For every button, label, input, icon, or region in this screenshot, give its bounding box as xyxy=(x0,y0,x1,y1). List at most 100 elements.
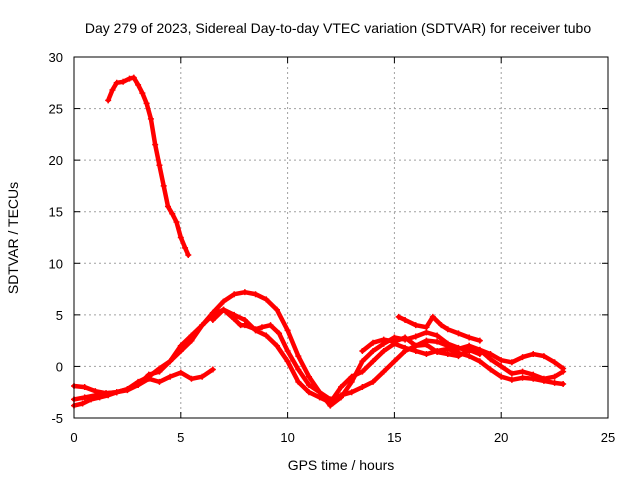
data-point xyxy=(188,375,195,382)
data-point xyxy=(152,141,159,148)
data-point xyxy=(338,384,344,391)
data-point xyxy=(466,334,473,341)
data-point xyxy=(530,351,537,358)
data-point xyxy=(391,338,398,345)
data-point xyxy=(338,392,344,399)
data-point xyxy=(220,298,227,305)
y-tick-label: 30 xyxy=(49,50,63,65)
data-point xyxy=(167,358,174,365)
data-point xyxy=(466,346,473,353)
data-point xyxy=(177,234,184,241)
data-point xyxy=(412,322,419,329)
data-point xyxy=(241,289,248,296)
data-point xyxy=(455,345,462,352)
data-point xyxy=(173,219,180,226)
data-point xyxy=(359,347,366,354)
data-point xyxy=(530,371,537,378)
data-point xyxy=(103,390,110,397)
data-point xyxy=(455,330,462,337)
data-point xyxy=(316,394,323,401)
data-point xyxy=(508,370,515,377)
data-point xyxy=(135,381,142,388)
data-point xyxy=(412,333,419,340)
data-point xyxy=(267,322,274,329)
data-point xyxy=(455,353,462,360)
data-point xyxy=(263,296,270,303)
data-point xyxy=(143,100,150,107)
data-point xyxy=(305,373,312,380)
data-point xyxy=(348,373,355,380)
data-point xyxy=(231,315,238,322)
data-point xyxy=(487,351,494,358)
chart-title: Day 279 of 2023, Sidereal Day-to-day VTE… xyxy=(85,20,592,36)
data-point xyxy=(188,337,195,344)
data-point xyxy=(487,356,494,363)
data-point xyxy=(423,351,430,358)
data-point xyxy=(231,291,238,298)
data-point xyxy=(560,368,567,375)
series-line-trace-6 xyxy=(396,314,483,343)
plot-frame xyxy=(73,56,609,419)
data-point xyxy=(423,324,430,331)
data-point xyxy=(498,357,505,364)
data-point xyxy=(519,374,526,381)
data-point xyxy=(476,337,483,344)
data-point xyxy=(359,384,366,391)
y-tick-label: 0 xyxy=(56,359,63,374)
data-point xyxy=(241,317,248,324)
x-tick-label: 0 xyxy=(70,430,77,445)
data-point xyxy=(81,394,88,401)
data-point xyxy=(113,389,120,396)
data-point xyxy=(295,353,302,360)
data-point xyxy=(273,306,280,313)
data-point xyxy=(273,342,280,349)
data-point xyxy=(560,380,567,387)
y-axis-label: SDTVAR / TECUs xyxy=(5,182,21,294)
data-point xyxy=(276,330,283,337)
data-point xyxy=(105,97,112,104)
data-point xyxy=(177,369,184,376)
data-point xyxy=(252,291,259,298)
data-point xyxy=(519,368,526,375)
data-point xyxy=(139,90,146,97)
data-point xyxy=(380,336,387,343)
data-point xyxy=(466,353,473,360)
data-point xyxy=(160,182,167,189)
data-point xyxy=(241,322,248,329)
data-point xyxy=(167,373,174,380)
data-point xyxy=(348,389,355,396)
data-point xyxy=(295,366,302,373)
data-point xyxy=(92,392,99,399)
data-point xyxy=(508,359,515,366)
data-point xyxy=(109,87,116,94)
y-tick-label: 5 xyxy=(56,308,63,323)
data-point xyxy=(434,338,441,345)
data-point xyxy=(147,115,154,122)
x-tick-label: 5 xyxy=(177,430,184,445)
data-point xyxy=(370,339,377,346)
data-point xyxy=(130,74,137,81)
data-point xyxy=(348,378,355,385)
data-point xyxy=(551,379,558,386)
x-tick-label: 15 xyxy=(387,430,401,445)
data-point xyxy=(135,81,142,88)
data-point xyxy=(164,203,171,210)
data-point xyxy=(444,342,451,349)
data-point xyxy=(156,368,163,375)
data-point xyxy=(498,363,505,370)
data-point xyxy=(429,313,436,320)
data-point xyxy=(508,376,515,383)
y-tick-label: -5 xyxy=(51,411,63,426)
y-tick-label: 25 xyxy=(49,102,63,117)
data-point xyxy=(519,354,526,361)
data-point xyxy=(126,75,133,82)
data-point xyxy=(177,342,184,349)
data-point xyxy=(359,368,366,375)
x-tick-label: 25 xyxy=(601,430,615,445)
data-point xyxy=(551,359,558,366)
y-tick-label: 10 xyxy=(49,256,63,271)
data-point xyxy=(284,358,291,365)
data-point xyxy=(199,322,206,329)
data-point xyxy=(498,373,505,380)
